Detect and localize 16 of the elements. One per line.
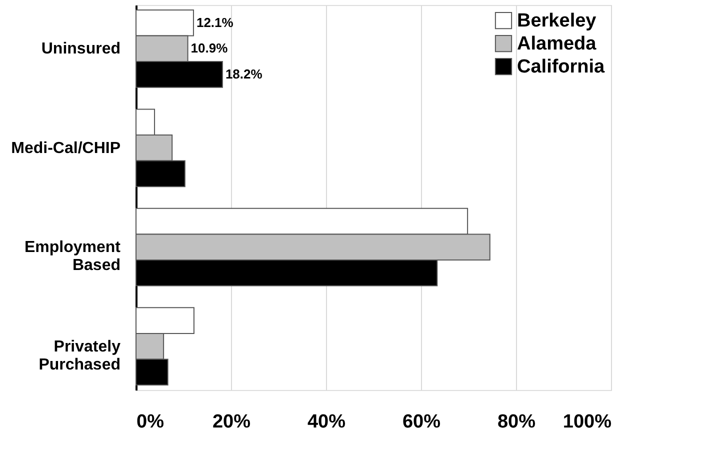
legend-label: California	[517, 56, 606, 78]
data-label: 18.2%	[225, 66, 263, 82]
x-tick-label: 100%	[562, 412, 612, 432]
data-label: 12.1%	[196, 14, 234, 30]
y-tick-label: Privately Purchased	[38, 338, 121, 374]
legend-label: Alameda	[517, 34, 597, 54]
x-tick-label: 40%	[307, 412, 346, 432]
x-tick-label: 80%	[497, 412, 536, 432]
legend-label: Berkeley	[517, 10, 597, 32]
x-tick-label: 0%	[136, 412, 164, 432]
y-tick-label: Employment Based	[24, 239, 122, 274]
y-tick-label: Uninsured	[41, 40, 120, 58]
data-label: 10.9%	[190, 40, 228, 56]
x-tick-label: 20%	[212, 412, 251, 432]
y-tick-label: Medi-Cal/CHIP	[11, 140, 121, 157]
x-tick-label: 60%	[402, 412, 441, 432]
